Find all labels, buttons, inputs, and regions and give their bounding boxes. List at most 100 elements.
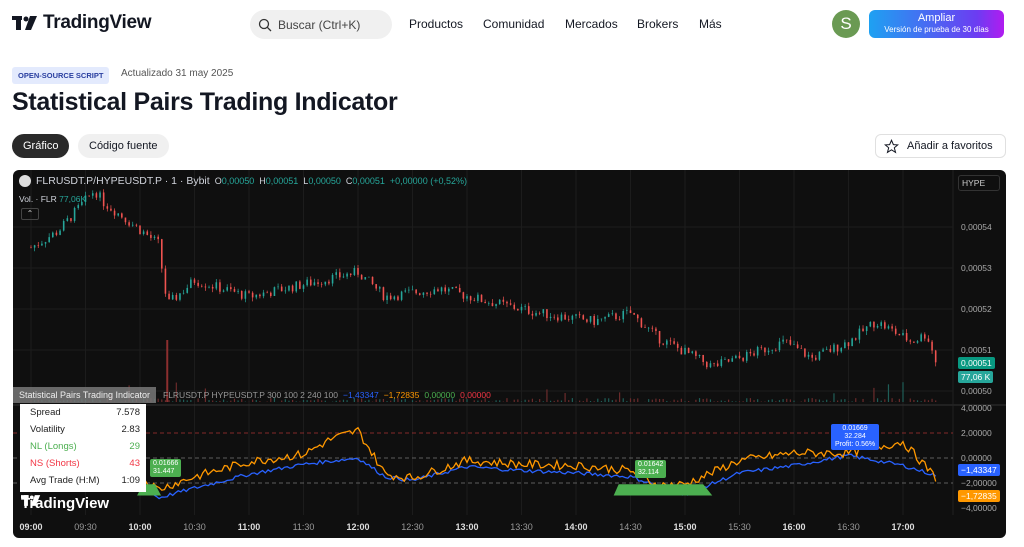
candle-body [673,341,675,344]
nav-mercados[interactable]: Mercados [565,17,618,31]
search-input[interactable]: Buscar (Ctrl+K) [250,10,392,39]
nav-comunidad[interactable]: Comunidad [483,17,545,31]
stats-table: Spread 7.578 Volatility 2.83 NL (Longs) 29 … [20,404,146,492]
orange-last-tag: −1,72835 [958,490,1000,502]
candle-body [73,207,76,221]
volume-bar [873,387,875,402]
candle-body [709,363,712,368]
volume-bar [531,398,533,402]
candle-body [215,282,218,289]
search-icon [258,18,272,31]
volume-bar [317,399,319,402]
candle-body [651,327,654,329]
candle-body [597,319,599,325]
candle-body [280,286,283,292]
candle-body [920,334,922,342]
collapse-legend-button[interactable]: ⌃ [21,208,39,220]
candle-body [113,210,116,216]
indicator-name[interactable]: Statistical Pairs Trading Indicator [13,387,156,403]
symbol-name[interactable]: FLRUSDT.P/HYPEUSDT.P · 1 · Bybit [36,175,210,187]
volume-bar [499,400,501,402]
candle-body [270,292,272,297]
candle-body [836,344,839,352]
stats-key: Volatility [30,424,65,435]
candle-body [379,287,381,289]
candle-body [422,292,425,295]
candle-body [480,294,483,302]
scale-currency-button[interactable]: HYPE [958,175,1000,191]
volume-bar [815,399,817,402]
candle-body [727,359,730,362]
volume-bar [684,401,686,402]
candle-body [575,314,577,316]
candle-body [371,276,374,285]
indicator-params: FLRUSDT.P HYPEUSDT.P 300 100 2 240 100 [163,390,338,400]
candle-body [560,314,563,321]
candle-body [142,231,145,235]
volume-bar [586,398,588,402]
volume-bar [553,400,555,402]
candle-body [684,347,686,355]
volume-bar [648,399,650,402]
indicator-tick-label: 4,00000 [961,403,992,413]
volume-bar [713,401,715,402]
tradingview-logo[interactable]: TradingView [12,12,152,34]
candle-body [469,296,472,301]
symbol-icon [19,175,31,187]
candle-body [110,208,112,211]
avatar[interactable]: S [832,10,860,38]
nav-productos[interactable]: Productos [409,17,464,31]
candle-body [913,341,915,343]
volume-bar [549,400,552,402]
candle-body [884,322,886,329]
candle-body [807,354,810,357]
nav-brokers[interactable]: Brokers [637,17,679,31]
volume-label: Vol. · FLR [19,194,57,204]
candle-body [70,218,72,221]
volume-bar [215,401,217,402]
candle-body [691,351,694,353]
volume-bar [364,400,366,402]
volume-bar [924,399,926,402]
stats-value: 1:09 [121,475,141,486]
upgrade-button[interactable]: Ampliar Versión de prueba de 30 días [869,10,1004,38]
trade-price: 0.01666 [153,460,179,467]
candle-body [328,281,330,284]
volume-bar [535,401,537,402]
tab-codigo-fuente[interactable]: Código fuente [78,134,169,158]
time-tick-label: 10:30 [183,522,206,532]
tab-grafico[interactable]: Gráfico [12,134,70,158]
volume-bar [804,399,806,402]
candle-body [517,308,519,311]
chart-canvas[interactable]: 09:00 09:30 10:00 10:30 11:00 11:30 12:00 12:30… [13,170,1006,538]
volume-bar [528,399,530,402]
candle-body [760,347,763,348]
candle-body [488,303,490,304]
volume-bar [655,398,657,402]
volume-bar [876,398,879,402]
blue-last-tag: −1,43347 [958,464,1000,476]
candle-body [324,281,327,285]
nav-mas[interactable]: Más [699,17,722,31]
volume-bar [786,398,788,402]
stats-value: 43 [129,458,140,469]
volume-bar [382,398,385,402]
candle-body [418,293,421,295]
candle-body [106,206,109,209]
candle-body [200,285,203,287]
volume-bar [742,401,744,402]
candle-body [789,339,792,345]
chart-widget[interactable]: 09:00 09:30 10:00 10:30 11:00 11:30 12:00 12:30… [13,170,1006,538]
volume-bar [186,400,188,402]
candle-body [375,284,377,289]
volume-bar [339,400,341,402]
candle-body [578,314,581,316]
add-favorites-button[interactable]: Añadir a favoritos [875,134,1006,158]
candle-body [557,317,559,321]
candle-body [542,309,545,314]
volume-bar [448,399,450,402]
candle-body [549,316,552,319]
candle-body [393,296,396,300]
volume-bar [902,382,904,402]
volume-bar [433,399,435,402]
